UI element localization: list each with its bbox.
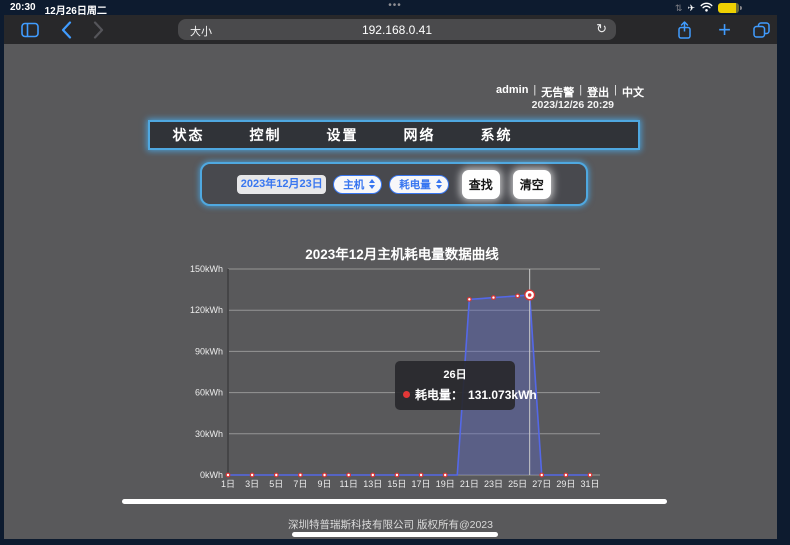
- svg-text:120kWh: 120kWh: [190, 305, 223, 315]
- svg-text:29日: 29日: [556, 479, 575, 489]
- url-text: 192.168.0.41: [361, 23, 433, 37]
- svg-text:13日: 13日: [363, 479, 382, 489]
- svg-text:60kWh: 60kWh: [195, 388, 223, 398]
- svg-text:23日: 23日: [484, 479, 503, 489]
- separator: |: [614, 84, 617, 96]
- svg-text:1日: 1日: [221, 479, 235, 489]
- svg-text:25日: 25日: [508, 479, 527, 489]
- svg-text:31日: 31日: [580, 479, 599, 489]
- sync-icon: ⇅: [674, 2, 683, 13]
- chart-tooltip: 26日 耗电量： 131.073kWh: [395, 361, 537, 410]
- nav-item-system[interactable]: 系统: [480, 127, 513, 143]
- svg-text:17日: 17日: [412, 479, 431, 489]
- status-time: 20:30: [10, 2, 36, 13]
- select-arrows-icon: [369, 179, 376, 189]
- language-link[interactable]: 中文: [622, 87, 644, 99]
- current-datetime: 2023/12/26 20:29: [531, 99, 614, 111]
- status-bar: 20:30 12月26日周二 ••• ⇅ ✈: [0, 0, 790, 17]
- reload-icon[interactable]: ↻: [596, 21, 607, 36]
- username: admin: [496, 84, 529, 96]
- search-button[interactable]: 查找: [461, 169, 500, 199]
- svg-text:5日: 5日: [269, 479, 283, 489]
- main-nav: 状态 控制 设置 网络 系统: [148, 120, 640, 150]
- svg-text:0kWh: 0kWh: [200, 470, 223, 480]
- device-select[interactable]: 主机: [333, 174, 383, 194]
- series-dot-icon: [403, 391, 410, 398]
- date-picker[interactable]: 2023年12月23日: [237, 174, 327, 194]
- multitask-dots-icon: •••: [388, 0, 402, 11]
- alarm-status: 无告警: [541, 87, 575, 99]
- svg-text:7日: 7日: [293, 479, 307, 489]
- nav-item-network[interactable]: 网络: [403, 127, 436, 143]
- svg-text:19日: 19日: [436, 479, 455, 489]
- svg-text:30kWh: 30kWh: [195, 429, 223, 439]
- svg-text:27日: 27日: [532, 479, 551, 489]
- nav-item-status[interactable]: 状态: [172, 127, 205, 143]
- user-bar: admin | 无告警 | 登出 | 中文: [496, 84, 644, 100]
- sidebar-icon[interactable]: [21, 22, 39, 37]
- tabs-icon[interactable]: [753, 21, 770, 38]
- svg-text:90kWh: 90kWh: [195, 346, 223, 356]
- forward-icon[interactable]: [93, 20, 104, 39]
- logout-link[interactable]: 登出: [587, 87, 610, 99]
- tooltip-series-label: 耗电量：: [415, 388, 464, 402]
- separator: |: [533, 84, 537, 96]
- wifi-icon: [700, 0, 713, 17]
- page-horizontal-scrollbar[interactable]: [292, 532, 498, 537]
- nav-item-control[interactable]: 控制: [249, 127, 282, 143]
- airplane-mode-icon: ✈: [687, 2, 695, 13]
- consumption-chart[interactable]: 0kWh 30kWh 60kWh 90kWh 120kWh 150kWh 1日 3日 5日 7日 9…: [190, 258, 614, 498]
- back-icon[interactable]: [61, 20, 72, 39]
- battery-icon: [718, 2, 742, 13]
- tooltip-day: 26日: [443, 369, 467, 381]
- web-page: admin | 无告警 | 登出 | 中文 2023/12/26 20:29 状…: [4, 44, 777, 539]
- clear-button[interactable]: 清空: [512, 169, 551, 199]
- svg-text:15日: 15日: [387, 479, 406, 489]
- device-select-value: 主机: [343, 178, 365, 191]
- share-icon[interactable]: [677, 20, 692, 39]
- svg-text:21日: 21日: [460, 479, 479, 489]
- separator: |: [579, 84, 583, 96]
- svg-text:11日: 11日: [339, 479, 357, 489]
- browser-toolbar: 大小 192.168.0.41 ↻ +: [4, 15, 777, 44]
- svg-text:9日: 9日: [318, 479, 332, 489]
- tooltip-value: 131.073kWh: [468, 387, 537, 402]
- text-size-button[interactable]: 大小: [190, 26, 212, 38]
- chart-title: 2023年12月主机耗电量数据曲线: [305, 247, 499, 262]
- status-date: 12月26日周二: [44, 6, 107, 17]
- chart-horizontal-scrollbar[interactable]: [122, 499, 667, 504]
- nav-item-settings[interactable]: 设置: [326, 127, 359, 143]
- svg-text:150kWh: 150kWh: [190, 264, 223, 274]
- url-bar[interactable]: 大小 192.168.0.41 ↻: [178, 19, 616, 40]
- new-tab-icon[interactable]: +: [718, 16, 731, 42]
- metric-select[interactable]: 耗电量: [389, 174, 449, 194]
- svg-text:3日: 3日: [245, 479, 259, 489]
- filter-bar: 2023年12月23日 主机 耗电量 查找 清空: [200, 162, 588, 206]
- select-arrows-icon: [435, 179, 442, 189]
- metric-select-value: 耗电量: [399, 178, 431, 191]
- copyright-footer: 深圳特普瑞斯科技有限公司 版权所有@2023: [288, 519, 493, 531]
